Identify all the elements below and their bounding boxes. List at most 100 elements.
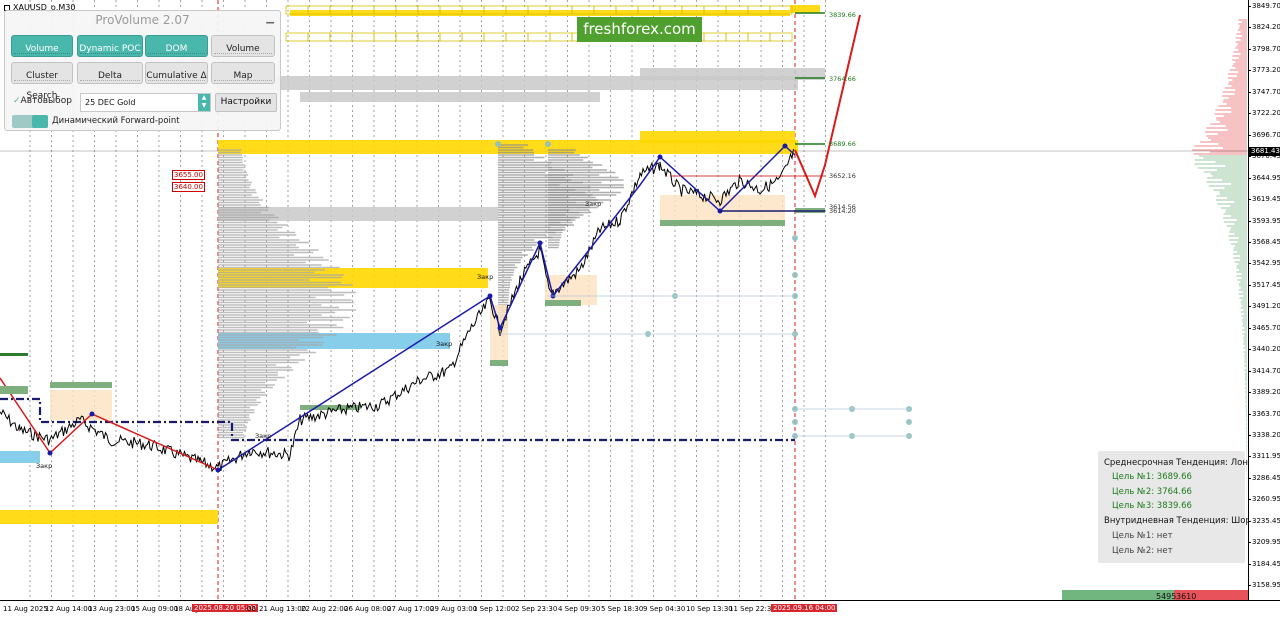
volume-outline-box bbox=[395, 32, 419, 42]
chart-canvas[interactable] bbox=[0, 0, 1248, 600]
level-label-target3: 3839.66 bbox=[829, 11, 856, 19]
price-tick: 3338.20 bbox=[1248, 431, 1280, 439]
level-marker-dot bbox=[906, 419, 912, 425]
time-tick: 29 Aug 03:00 bbox=[430, 605, 478, 613]
time-tick: 11 Sep 22:30 bbox=[729, 605, 776, 613]
minimize-icon[interactable]: ▁ bbox=[266, 13, 274, 24]
price-tick: 3465.70 bbox=[1248, 323, 1280, 332]
volume-outline-box bbox=[703, 32, 727, 42]
zigzag-node bbox=[537, 240, 543, 246]
autoselect-label: Автовыбор bbox=[20, 96, 72, 106]
time-tick: 4 Sep 09:30 bbox=[558, 605, 601, 613]
price-axis[interactable]: 3849.70 3824.20 3798.70 3773.20 3747.70 3722.… bbox=[1248, 0, 1280, 600]
price-tick: 3849.70 bbox=[1248, 2, 1280, 10]
price-tick: 3491.20 bbox=[1248, 302, 1280, 311]
zigzag-node bbox=[782, 143, 788, 149]
time-axis[interactable]: 11 Aug 2025 12 Aug 14:00 13 Aug 23:00 15 Au… bbox=[0, 600, 1280, 618]
map-button[interactable]: Map bbox=[211, 62, 275, 84]
time-tick: 2025.09.16 04:00 bbox=[771, 604, 838, 612]
price-tick: 3747.70 bbox=[1248, 87, 1280, 96]
brand-watermark[interactable]: freshforex.com bbox=[577, 17, 702, 42]
price-tick: 3568.45 bbox=[1248, 237, 1280, 246]
time-tick: 22 Aug 22:00 bbox=[301, 605, 349, 613]
level-marker-dot bbox=[545, 141, 551, 147]
instrument-value: 25 DEC Gold bbox=[85, 98, 136, 107]
time-tick: 11 Aug 2025 bbox=[3, 605, 48, 613]
time-tick: 26 Aug 08:00 bbox=[344, 605, 392, 613]
forward-point-label: Динамический Forward-point bbox=[52, 116, 180, 126]
range-box-edge bbox=[490, 360, 508, 366]
price-tick: 3209.95 bbox=[1248, 538, 1280, 547]
settings-button[interactable]: Настройки bbox=[215, 93, 277, 112]
medium-target-2: Цель №2: 3764.66 bbox=[1112, 487, 1192, 497]
price-tick: 3414.70 bbox=[1248, 366, 1280, 375]
medium-target-1: Цель №1: 3689.66 bbox=[1112, 472, 1192, 482]
close-marker: Закр bbox=[436, 340, 453, 348]
price-tick: 3542.95 bbox=[1248, 259, 1280, 268]
volume-zone-grey bbox=[640, 68, 825, 80]
close-marker: Закр bbox=[255, 432, 272, 440]
zigzag-node bbox=[89, 411, 95, 417]
autoselect-checkbox[interactable]: ✓Автовыбор bbox=[13, 96, 72, 106]
volume-zone-blue bbox=[0, 451, 40, 463]
price-tick: 3644.95 bbox=[1248, 173, 1280, 182]
cluster-search-button[interactable]: Cluster Search bbox=[11, 62, 73, 101]
box-label-lower: 3640.00 bbox=[172, 182, 205, 192]
level-marker bbox=[0, 353, 28, 356]
level-marker bbox=[0, 386, 28, 394]
price-tick: 3824.20 bbox=[1248, 23, 1280, 32]
sell-volume-value: 3610 bbox=[1176, 592, 1197, 600]
level-label-target2: 3764.66 bbox=[829, 75, 856, 83]
button-label: Dynamic POC bbox=[79, 44, 141, 54]
forward-point-toggle[interactable] bbox=[12, 115, 48, 128]
price-tick: 3593.95 bbox=[1248, 216, 1280, 225]
delta-button[interactable]: Delta bbox=[77, 62, 143, 84]
price-tick: 3722.20 bbox=[1248, 109, 1280, 118]
zigzag-node bbox=[657, 154, 663, 160]
button-label: Delta bbox=[97, 71, 122, 81]
level-marker-dot bbox=[792, 419, 798, 425]
volume-outline-box bbox=[527, 32, 551, 42]
medium-target-3: Цель №3: 3839.66 bbox=[1112, 501, 1192, 511]
intraday-target-1: Цель №1: нет bbox=[1112, 531, 1173, 541]
provolume-panel[interactable]: ProVolume 2.07 ▁ Volume Profile Dynamic … bbox=[4, 10, 281, 131]
button-label: Cumulative Δ bbox=[146, 71, 207, 81]
volume-button[interactable]: Volume bbox=[211, 35, 275, 57]
volume-zone-grey bbox=[218, 207, 498, 221]
close-marker: Закр bbox=[36, 462, 53, 470]
cumulative-delta-button[interactable]: Cumulative Δ bbox=[145, 62, 208, 84]
spinner-arrows-icon[interactable]: ▲ ▼ bbox=[198, 94, 210, 111]
time-tick: 10 Sep 13:30 bbox=[686, 605, 733, 613]
zigzag-trend-line bbox=[217, 144, 796, 471]
button-label: Cluster Search bbox=[26, 71, 58, 101]
box-label-upper: 3655.00 bbox=[172, 170, 205, 180]
forecast-line bbox=[794, 14, 861, 199]
zigzag-trend-line bbox=[0, 377, 219, 471]
chart-area[interactable]: XAUUSD_o,M30 freshforex.com 3839.66 3764… bbox=[0, 0, 1248, 600]
dynamic-poc-button[interactable]: Dynamic POC bbox=[77, 35, 143, 57]
dom-button[interactable]: DOM bbox=[145, 35, 208, 57]
level-label-mid: 3652.16 bbox=[829, 172, 856, 180]
level-marker-dot bbox=[495, 141, 501, 147]
time-tick: 12 Aug 14:00 bbox=[45, 605, 93, 613]
price-tick: 3670.45 bbox=[1248, 152, 1280, 161]
button-label: Volume bbox=[226, 44, 260, 54]
intraday-target-2: Цель №2: нет bbox=[1112, 546, 1173, 556]
volume-outline-box bbox=[725, 32, 749, 42]
buy-volume-bar bbox=[1062, 590, 1174, 600]
zigzag-node bbox=[497, 325, 503, 331]
instrument-select[interactable]: 25 DEC Gold ▲ ▼ bbox=[80, 93, 211, 112]
volume-outline-box bbox=[373, 32, 397, 42]
price-tick: 3363.70 bbox=[1248, 409, 1280, 418]
price-tick: 3158.95 bbox=[1248, 581, 1280, 590]
volume-outline-box bbox=[769, 32, 793, 42]
price-tick: 3286.45 bbox=[1248, 473, 1280, 482]
sell-volume-bar bbox=[1174, 590, 1248, 600]
volume-outline-box bbox=[747, 32, 771, 42]
volume-profile-button[interactable]: Volume Profile bbox=[11, 35, 73, 74]
range-box bbox=[50, 390, 112, 420]
button-label: DOM bbox=[165, 44, 188, 54]
time-tick: 2025.08.20 05:00 bbox=[192, 604, 259, 612]
price-tick: 3440.20 bbox=[1248, 345, 1280, 354]
volume-zone-yellow bbox=[640, 131, 795, 143]
